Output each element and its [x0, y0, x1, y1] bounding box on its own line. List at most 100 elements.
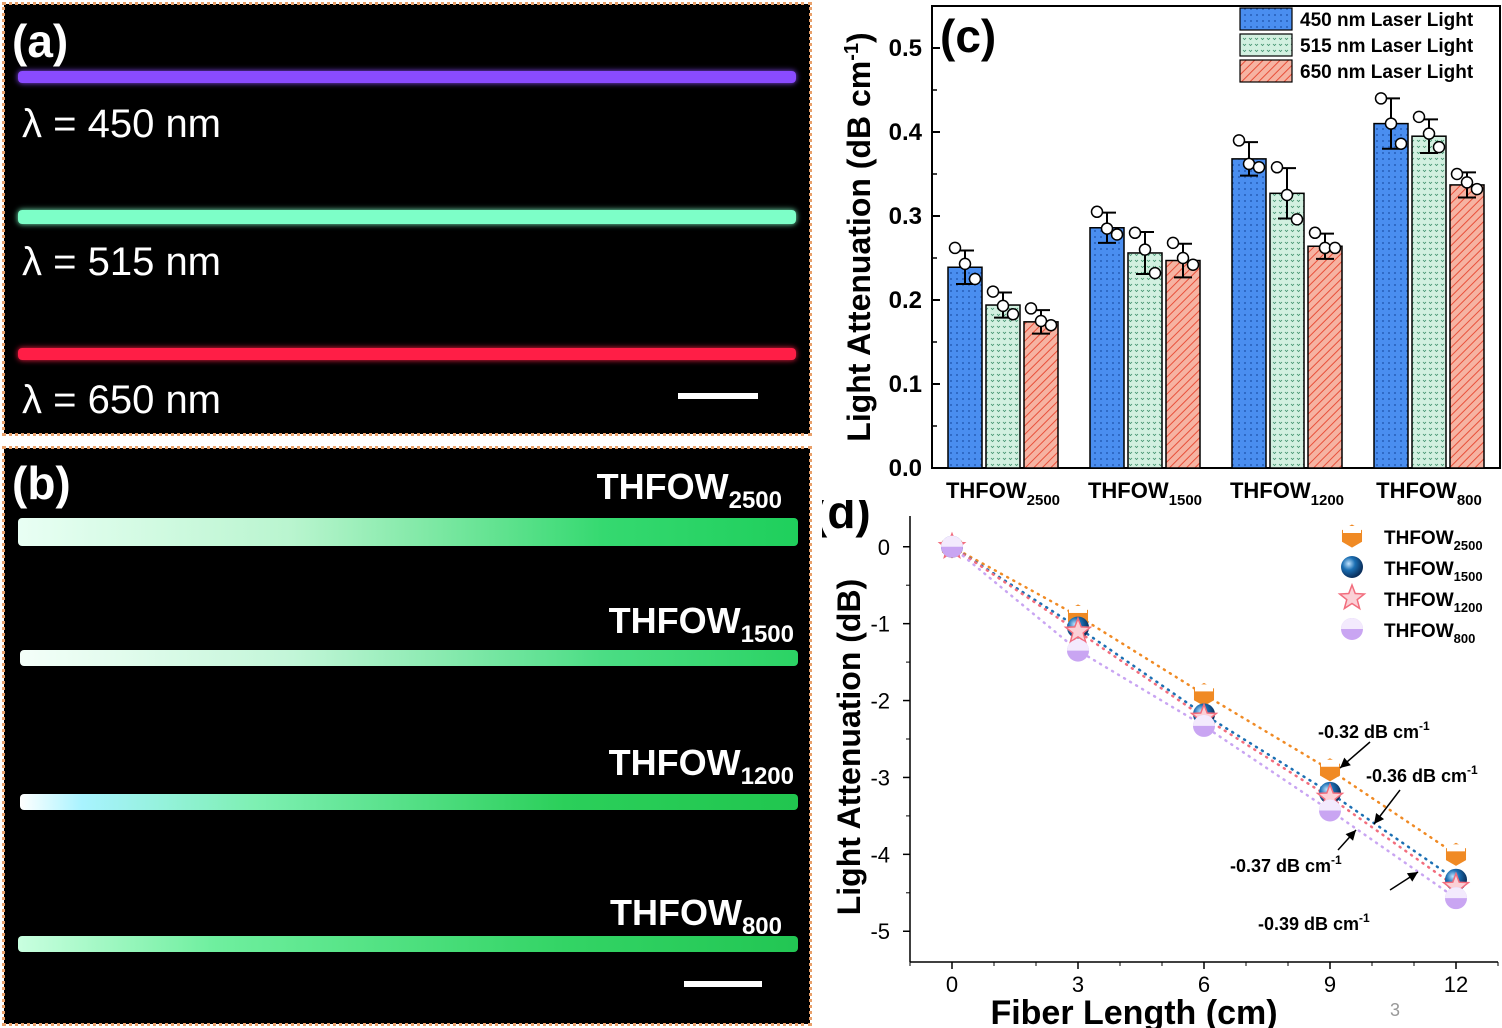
- legend-label-d: THFOW2500: [1384, 528, 1483, 553]
- y-tick-label-d: -2: [870, 689, 890, 714]
- data-point: [1460, 176, 1474, 189]
- marker-star: [1063, 616, 1093, 644]
- wavelength-label-650: λ = 650 nm: [22, 378, 222, 422]
- fiber-450: [18, 71, 796, 83]
- x-tick-label-d: 9: [1324, 972, 1336, 997]
- data-point: [1006, 308, 1020, 321]
- bar-chart-c: (c) 0.0 0.1 0.2 0.3 0.4 0.5 Light Attenuation …: [841, 5, 1501, 509]
- data-point-d: [1067, 639, 1089, 662]
- data-point: [968, 272, 982, 286]
- data-point: [1394, 137, 1408, 151]
- data-point: [1412, 110, 1426, 124]
- legend-swatch-c: [1239, 7, 1293, 31]
- data-point-d: [1193, 714, 1215, 737]
- data-point: [1384, 117, 1398, 130]
- marker-hexagon-highlight: [1195, 684, 1213, 692]
- bar-0-2: [1231, 158, 1267, 469]
- data-point-d: [1319, 799, 1341, 822]
- bar-2-1: [1165, 259, 1201, 469]
- y-tick-label-d: -4: [870, 842, 890, 867]
- data-point: [1328, 241, 1342, 255]
- marker-star: [1337, 582, 1367, 611]
- data-point-d: [941, 535, 963, 558]
- bar-2-0: [1023, 321, 1059, 469]
- x-axis-label-d: Fiber Length (cm): [990, 994, 1277, 1028]
- data-point: [1308, 226, 1322, 240]
- y-tick-label-d: -3: [870, 765, 890, 790]
- panel-a-label: (a): [12, 15, 69, 67]
- y-axis-label-d: Light Attenuation (dB): [831, 579, 867, 916]
- page-number: 3: [1390, 1000, 1401, 1020]
- bar-0-1: [1089, 227, 1125, 469]
- y-tick-label-c: 0.5: [889, 35, 922, 62]
- data-point: [958, 257, 972, 271]
- data-point: [1110, 228, 1124, 241]
- wavelength-label-450: λ = 450 nm: [22, 102, 222, 146]
- x-tick-label-c: THFOW2500: [946, 478, 1060, 509]
- annotation-arrowhead: [1345, 830, 1356, 841]
- fiber-515: [18, 210, 796, 224]
- legend-label-d: THFOW1200: [1384, 590, 1483, 615]
- panel-b-label: (b): [12, 457, 71, 509]
- fit-line-0: [950, 545, 1458, 856]
- annotation-arrowhead: [1374, 813, 1385, 824]
- y-axis-label-c: Light Attenuation (dB cm-1): [841, 32, 877, 441]
- y-tick-label-c: 0.4: [889, 119, 923, 146]
- data-point: [1374, 92, 1388, 105]
- fiber-650: [18, 348, 796, 360]
- y-tick-label-d: -5: [870, 919, 890, 944]
- data-point: [1432, 140, 1446, 154]
- panel-a-photo: (a) λ = 450 nm λ = 515 nm λ = 650 nm: [4, 4, 810, 434]
- x-tick-label-d: 12: [1444, 972, 1468, 997]
- data-point: [1024, 302, 1038, 315]
- marker-half-circle-top: [1341, 618, 1363, 629]
- data-point: [1470, 182, 1484, 196]
- marker-half-circle-top: [1067, 639, 1089, 651]
- y-tick-label-c: 0.0: [889, 455, 922, 482]
- scale-bar-a: [678, 393, 758, 399]
- bar-1-0: [985, 304, 1021, 469]
- bar-2-3: [1449, 184, 1485, 469]
- data-point: [1450, 167, 1464, 181]
- data-point: [1100, 222, 1114, 235]
- scatter-chart-d: (d) 0 -1 -2 -3 -4 -5 0 3 6 9 12 Fiber Length (cm) Li…: [822, 500, 1499, 1028]
- legend-label-c: 650 nm Laser Light: [1300, 62, 1474, 83]
- data-point-d: [1193, 682, 1215, 706]
- data-point: [1186, 258, 1200, 271]
- fiber-label-thfow2500: THFOW2500: [596, 466, 782, 514]
- marker-hexagon-highlight: [1069, 605, 1087, 613]
- data-point: [996, 299, 1010, 313]
- bar-1-1: [1127, 252, 1163, 469]
- annotation-arrowhead: [1340, 757, 1351, 768]
- legend-label-c: 515 nm Laser Light: [1300, 36, 1474, 57]
- x-tick-label-c: THFOW1500: [1088, 478, 1202, 509]
- marker-half-circle-top: [941, 535, 963, 547]
- plot-frame-c: [931, 5, 1501, 469]
- bar-2-2: [1307, 245, 1343, 469]
- marker-hexagon-highlight: [1321, 759, 1339, 767]
- data-point: [948, 241, 962, 255]
- fiber-thfow1200: [20, 794, 798, 810]
- data-point: [1232, 134, 1246, 147]
- y-tick-label-c: 0.3: [889, 203, 922, 230]
- data-point: [1176, 251, 1190, 265]
- bar-1-2: [1269, 192, 1305, 469]
- data-point: [1422, 127, 1436, 140]
- x-tick-label-c: THFOW1200: [1230, 478, 1344, 509]
- data-point-d: [1445, 887, 1467, 910]
- data-point: [1270, 161, 1284, 174]
- marker-sphere: [1341, 556, 1363, 578]
- legend-label-c: 450 nm Laser Light: [1300, 10, 1474, 31]
- y-tick-label-d: -1: [870, 612, 890, 637]
- data-point: [1280, 188, 1294, 202]
- fiber-thfow1500: [20, 650, 798, 666]
- data-point: [1252, 161, 1266, 174]
- scale-bar-b: [684, 981, 762, 987]
- marker-hexagon-highlight: [1343, 526, 1361, 533]
- panel-c-label: (c): [940, 10, 996, 62]
- fiber-label-thfow1200: THFOW1200: [608, 742, 794, 790]
- data-point: [1128, 226, 1142, 240]
- x-tick-label-d: 0: [946, 972, 958, 997]
- x-tick-label-d: 3: [1072, 972, 1084, 997]
- slope-annotation: -0.32 dB cm-1: [1318, 719, 1430, 742]
